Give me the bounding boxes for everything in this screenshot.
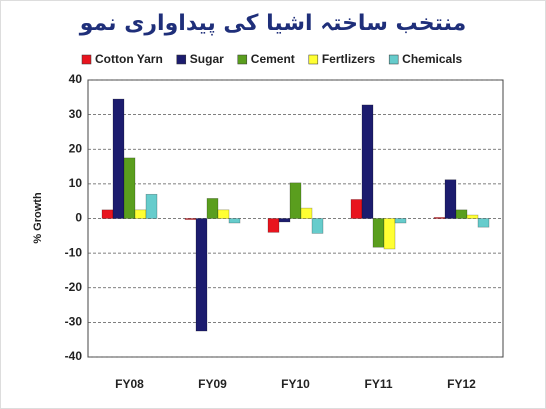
x-tick-label: FY10	[281, 377, 310, 391]
bar	[361, 104, 374, 219]
legend-label: Sugar	[190, 52, 224, 66]
x-tick-label: FY09	[198, 377, 227, 391]
bar	[477, 218, 490, 228]
bar	[134, 209, 147, 219]
bar	[444, 179, 457, 219]
legend-swatch	[81, 54, 92, 65]
legend-swatch	[388, 54, 399, 65]
bar	[184, 218, 197, 220]
bar	[289, 182, 302, 219]
bar	[311, 218, 324, 234]
chart-title: منتخب ساختہ اشیا کی پیداواری نمو	[79, 11, 466, 36]
bar	[372, 218, 385, 248]
legend-swatch	[237, 54, 248, 65]
bar	[394, 218, 407, 224]
y-tick-label: 20	[69, 141, 83, 155]
legend-label: Cotton Yarn	[95, 52, 163, 66]
bar	[217, 209, 230, 219]
y-tick-label: 30	[69, 107, 83, 121]
legend-label: Cement	[251, 52, 295, 66]
bar	[101, 209, 114, 219]
legend-swatch	[308, 54, 319, 65]
legend-label: Chemicals	[402, 52, 462, 66]
y-tick-label: 10	[69, 176, 83, 190]
bar	[112, 98, 125, 219]
y-tick-label: -10	[65, 245, 83, 259]
x-tick-label: FY12	[447, 377, 476, 391]
bar	[206, 198, 219, 219]
y-tick-label: 40	[69, 72, 83, 86]
x-tick-label: FY08	[115, 377, 144, 391]
bar	[383, 218, 396, 250]
bar	[466, 214, 479, 219]
y-tick-label: -30	[65, 315, 83, 329]
bar	[433, 217, 446, 219]
bar	[350, 199, 363, 219]
bar	[195, 218, 208, 332]
bar	[123, 157, 136, 219]
legend-swatch	[176, 54, 187, 65]
bar	[267, 218, 280, 233]
x-tick-label: FY11	[364, 377, 392, 391]
y-axis-label: % Growth	[32, 192, 44, 244]
bar	[228, 218, 241, 224]
y-tick-label: -20	[65, 280, 83, 294]
legend-label: Fertlizers	[322, 52, 376, 66]
bar	[455, 209, 468, 219]
bar	[145, 193, 158, 219]
bar	[278, 218, 291, 223]
bar	[300, 207, 313, 219]
y-tick-label: 0	[75, 211, 82, 225]
y-tick-label: -40	[65, 349, 83, 363]
